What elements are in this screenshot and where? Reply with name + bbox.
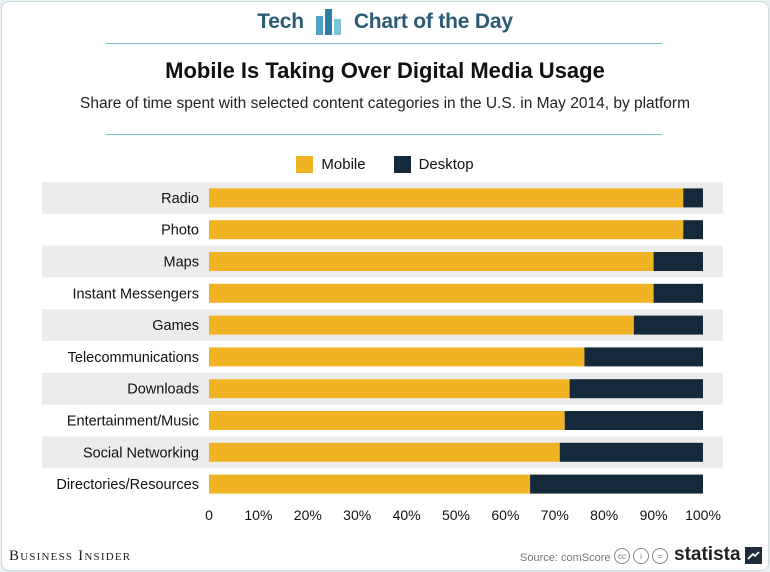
x-tick-label: 60% bbox=[491, 507, 519, 523]
category-label-instant-messengers: Instant Messengers bbox=[72, 286, 199, 302]
statista-logo: statista bbox=[674, 544, 762, 566]
category-label-directories-resources: Directories/Resources bbox=[56, 477, 199, 493]
bar-desktop-maps bbox=[653, 252, 703, 271]
chart-title: Mobile Is Taking Over Digital Media Usag… bbox=[165, 58, 605, 83]
bar-mobile-entertainment-music bbox=[209, 411, 565, 430]
source-note: Source: comScore bbox=[520, 552, 611, 564]
bar-desktop-instant-messengers bbox=[653, 283, 703, 303]
bar-desktop-downloads bbox=[569, 379, 703, 399]
x-tick-label: 40% bbox=[393, 507, 421, 523]
bars-logo-icon bbox=[315, 9, 341, 35]
cc-icon: cc bbox=[614, 548, 630, 564]
bar-desktop-entertainment-music bbox=[564, 411, 703, 430]
x-tick-label: 30% bbox=[343, 507, 371, 523]
x-tick-label: 100% bbox=[685, 507, 721, 523]
legend-swatch-mobile bbox=[296, 156, 314, 173]
category-label-telecommunications: Telecommunications bbox=[68, 350, 199, 366]
header-chart-of-the-day-label: Chart of the Day bbox=[353, 10, 513, 33]
x-tick-label: 90% bbox=[640, 507, 668, 523]
bar-mobile-social-networking bbox=[209, 442, 560, 462]
category-label-maps: Maps bbox=[164, 255, 199, 271]
category-label-entertainment-music: Entertainment/Music bbox=[67, 414, 199, 430]
x-tick-label: 50% bbox=[442, 507, 470, 523]
x-tick-label: 0 bbox=[205, 507, 213, 523]
chart-of-the-day-header: Tech Chart of the Day bbox=[0, 0, 770, 44]
category-label-social-networking: Social Networking bbox=[83, 445, 199, 461]
business-insider-logo: Business Insider bbox=[9, 548, 132, 564]
bar-mobile-instant-messengers bbox=[209, 283, 654, 303]
title-divider bbox=[106, 134, 662, 135]
x-tick-label: 10% bbox=[244, 507, 272, 523]
x-tick-label: 70% bbox=[541, 507, 569, 523]
bar-mobile-directories-resources bbox=[209, 474, 531, 494]
bar-desktop-games bbox=[633, 315, 703, 335]
category-label-games: Games bbox=[152, 318, 199, 334]
legend-swatch-desktop bbox=[393, 156, 411, 173]
bar-mobile-maps bbox=[209, 252, 654, 271]
legend: Mobile Desktop bbox=[0, 156, 770, 173]
bar-desktop-telecommunications bbox=[584, 347, 703, 367]
header-divider bbox=[106, 43, 662, 44]
category-label-radio: Radio bbox=[161, 191, 199, 207]
bar-desktop-photo bbox=[683, 220, 703, 240]
bar-mobile-telecommunications bbox=[209, 347, 585, 367]
header-tech-label: Tech bbox=[257, 10, 304, 33]
legend-label-mobile: Mobile bbox=[321, 156, 366, 173]
bar-mobile-radio bbox=[209, 188, 684, 208]
bar-desktop-directories-resources bbox=[530, 474, 703, 494]
legend-item-desktop: Desktop bbox=[393, 156, 474, 173]
license-icons: cc i = bbox=[614, 548, 668, 564]
category-label-downloads: Downloads bbox=[127, 382, 199, 398]
attribution-icon: i bbox=[633, 548, 649, 564]
x-tick-label: 20% bbox=[294, 507, 322, 523]
category-label-photo: Photo bbox=[161, 223, 199, 239]
legend-item-mobile: Mobile bbox=[296, 156, 366, 173]
bar-mobile-photo bbox=[209, 220, 684, 240]
chart-subtitle: Share of time spent with selected conten… bbox=[80, 95, 690, 112]
statista-wordmark: statista bbox=[674, 544, 741, 565]
bar-mobile-downloads bbox=[209, 379, 570, 399]
bar-desktop-radio bbox=[683, 188, 703, 208]
legend-label-desktop: Desktop bbox=[418, 156, 474, 173]
no-derivatives-icon: = bbox=[652, 548, 668, 564]
bar-desktop-social-networking bbox=[559, 442, 703, 462]
statista-mark-icon bbox=[744, 546, 762, 564]
x-tick-label: 80% bbox=[590, 507, 618, 523]
bar-mobile-games bbox=[209, 315, 634, 335]
